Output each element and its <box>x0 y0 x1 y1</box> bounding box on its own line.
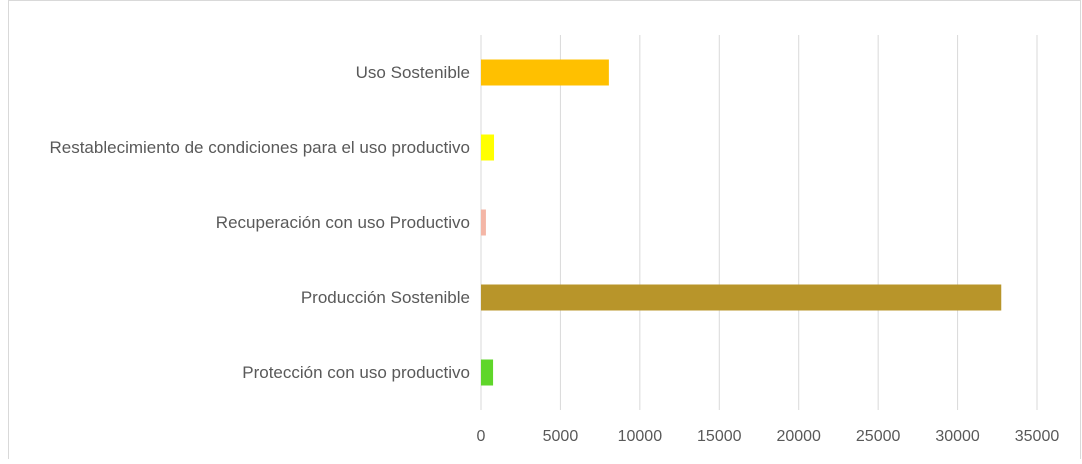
bar <box>481 284 1002 311</box>
category-label-box: Recuperación con uso Productivo <box>15 185 470 260</box>
x-tick-label: 25000 <box>856 428 901 445</box>
category-label-box: Uso Sostenible <box>15 35 470 110</box>
category-label-box: Protección con uso productivo <box>15 335 470 410</box>
y-tick-label: Restablecimiento de condiciones para el … <box>49 137 470 157</box>
y-tick-label: Uso Sostenible <box>355 62 470 82</box>
category-label-wrap: Recuperación con uso Productivo <box>15 185 470 260</box>
category-label-box: Producción Sostenible <box>15 260 470 335</box>
y-tick-label: Producción Sostenible <box>300 287 470 307</box>
bar <box>481 359 494 386</box>
x-tick-label: 35000 <box>1015 428 1060 445</box>
category-label-wrap: Uso Sostenible <box>15 35 470 110</box>
x-tick-label: 0 <box>477 428 486 445</box>
category-label-wrap: Producción Sostenible <box>15 260 470 335</box>
x-tick-label: 30000 <box>935 428 980 445</box>
bar <box>481 209 486 236</box>
x-tick-label: 10000 <box>618 428 663 445</box>
bar <box>481 134 495 161</box>
category-label-wrap: Restablecimiento de condiciones para el … <box>15 110 470 185</box>
x-tick-label: 15000 <box>697 428 742 445</box>
category-label-wrap: Protección con uso productivo <box>15 335 470 410</box>
x-tick-label: 5000 <box>543 428 579 445</box>
x-tick-label: 20000 <box>776 428 821 445</box>
y-tick-label: Protección con uso productivo <box>242 362 470 382</box>
bar <box>481 59 609 86</box>
y-tick-label: Recuperación con uso Productivo <box>215 212 470 232</box>
category-label-box: Restablecimiento de condiciones para el … <box>15 110 470 185</box>
